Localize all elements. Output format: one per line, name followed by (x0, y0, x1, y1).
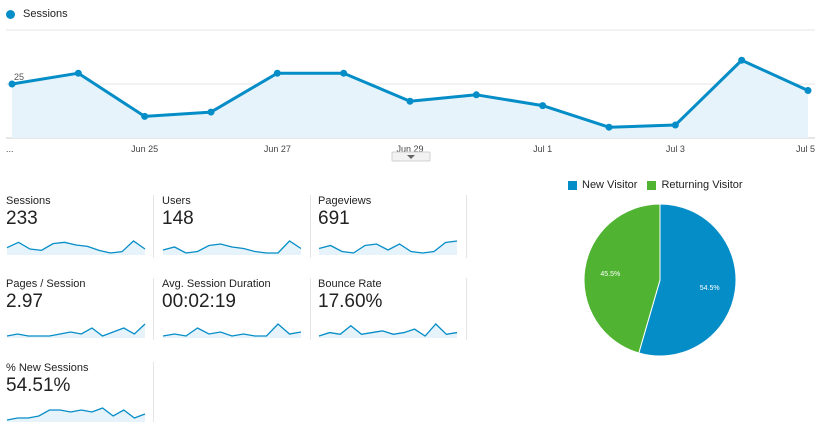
data-point (8, 80, 16, 88)
sparkline (318, 323, 458, 338)
sparkline (318, 240, 458, 255)
sparkline (162, 240, 302, 255)
metric-value: 691 (318, 208, 350, 229)
visitor-pie-chart[interactable]: 54.5% 45.5% (580, 200, 740, 360)
metric-tile-users[interactable]: Users 148 (162, 195, 310, 261)
metric-tile-new-sessions[interactable]: % New Sessions 54.51% (6, 362, 154, 428)
sparkline (6, 240, 146, 255)
sparkline-line (318, 240, 458, 254)
sparkline-area (7, 408, 145, 422)
sessions-legend-label: Sessions (23, 8, 68, 20)
pie-slice-new-visitor[interactable] (638, 203, 737, 357)
metric-label: Avg. Session Duration (162, 278, 271, 290)
metric-value: 148 (162, 208, 194, 229)
sparkline-area (163, 324, 301, 338)
x-tick-label: ... (6, 144, 14, 154)
y-tick-label: 25 (14, 72, 24, 82)
sessions-area (12, 60, 808, 138)
new-visitor-swatch (568, 180, 577, 190)
pie-legend-new[interactable]: New Visitor (568, 179, 637, 191)
tile-separator (153, 362, 154, 422)
tile-separator (466, 195, 467, 258)
metric-value: 00:02:19 (162, 291, 236, 312)
x-tick-label: Jun 27 (264, 144, 291, 154)
y-tick-label: 50 (14, 26, 24, 28)
pie-legend-returning[interactable]: Returning Visitor (647, 179, 743, 191)
data-point (738, 56, 746, 64)
sessions-line-chart[interactable]: 50 25... Jun 25 Jun 27 Jun 29 Jul 1 Jul 3 Jul 5 (0, 26, 821, 166)
sparkline-line (162, 240, 302, 254)
metric-label: Bounce Rate (318, 278, 382, 290)
data-point (74, 69, 82, 77)
data-point (207, 108, 215, 116)
data-point (804, 86, 812, 94)
sparkline (6, 407, 146, 422)
metric-label: Pageviews (318, 195, 372, 207)
metric-value: 54.51% (6, 375, 71, 396)
data-point (605, 123, 613, 131)
data-point (472, 91, 480, 99)
metric-tile-avg-session-duration[interactable]: Avg. Session Duration 00:02:19 (162, 278, 310, 344)
pie-slice-label: 54.5% (700, 285, 720, 292)
data-point (273, 69, 281, 77)
sparkline-line (6, 323, 146, 337)
returning-visitor-label: Returning Visitor (661, 179, 743, 191)
x-tick-label: Jun 29 (396, 144, 423, 154)
sessions-legend-dot (6, 9, 15, 19)
sparkline (6, 323, 146, 338)
tile-separator (310, 278, 311, 340)
metric-label: Sessions (6, 195, 51, 207)
metric-value: 2.97 (6, 291, 43, 312)
chart-collapse-handle[interactable] (391, 151, 431, 162)
returning-visitor-swatch (647, 180, 657, 190)
data-point (406, 97, 414, 105)
sparkline-line (6, 407, 146, 421)
metric-tile-pageviews[interactable]: Pageviews 691 (318, 195, 466, 261)
sparkline-area (319, 324, 457, 338)
x-tick-label: Jul 5 (796, 144, 815, 154)
data-point (340, 69, 348, 77)
metric-tile-pages-session[interactable]: Pages / Session 2.97 (6, 278, 154, 344)
pie-slice-label: 45.5% (600, 271, 620, 278)
tile-separator (153, 195, 154, 258)
metric-value: 17.60% (318, 291, 383, 312)
data-point (671, 121, 679, 129)
tile-separator (310, 195, 311, 258)
x-tick-label: Jul 3 (666, 144, 685, 154)
data-point (539, 102, 547, 110)
tile-separator (466, 278, 467, 340)
sparkline-area (319, 241, 457, 255)
pie-legend[interactable]: New Visitor Returning Visitor (568, 178, 753, 192)
sparkline-area (163, 241, 301, 255)
data-point (141, 112, 149, 120)
new-visitor-label: New Visitor (582, 179, 638, 191)
metric-label: % New Sessions (6, 362, 89, 374)
chart-legend[interactable]: Sessions (6, 6, 68, 22)
metric-label: Users (162, 195, 191, 207)
metric-value: 233 (6, 208, 38, 229)
sparkline-area (7, 241, 145, 255)
x-tick-label: Jul 1 (533, 144, 552, 154)
metric-tile-bounce-rate[interactable]: Bounce Rate 17.60% (318, 278, 466, 344)
sparkline (162, 323, 302, 338)
tile-separator (153, 278, 154, 340)
metric-label: Pages / Session (6, 278, 86, 290)
x-tick-label: Jun 25 (131, 144, 158, 154)
chevron-down-icon (407, 155, 415, 159)
sparkline-line (318, 323, 458, 337)
sparkline-area (7, 324, 145, 338)
pie-slice-returning-visitor[interactable] (583, 203, 661, 354)
metric-tile-sessions[interactable]: Sessions 233 (6, 195, 154, 261)
sparkline-line (162, 323, 302, 337)
sparkline-line (6, 240, 146, 254)
